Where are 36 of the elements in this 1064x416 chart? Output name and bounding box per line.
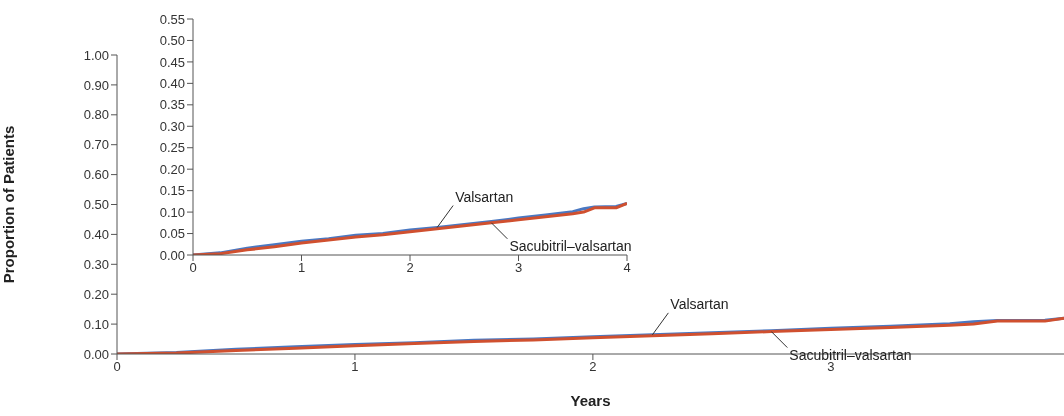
y-tick-label: 0.40 xyxy=(159,75,185,91)
y-axis-title: Proportion of Patients xyxy=(0,125,17,284)
y-tick-label: 0.70 xyxy=(83,137,109,153)
y-tick-label: 0.55 xyxy=(159,11,185,27)
y-tick-label: 0.30 xyxy=(159,118,185,134)
y-tick-label: 0.60 xyxy=(83,167,109,183)
y-tick-label: 0.45 xyxy=(159,54,185,70)
x-axis-title: Years xyxy=(570,392,611,409)
x-tick-label: 2 xyxy=(406,260,414,276)
y-tick-label: 1.00 xyxy=(83,47,109,63)
y-tick-label: 0.00 xyxy=(83,346,109,362)
y-tick-label: 0.20 xyxy=(159,161,185,177)
series-label: Sacubitril–valsartan xyxy=(509,237,632,254)
series-label: Valsartan xyxy=(455,188,514,205)
y-tick-label: 0.90 xyxy=(83,77,109,93)
y-tick-label: 0.30 xyxy=(83,256,109,272)
y-tick-label: 0.25 xyxy=(159,140,185,156)
y-tick-label: 0.00 xyxy=(159,247,185,263)
y-tick-label: 0.50 xyxy=(159,33,185,49)
y-tick-label: 0.40 xyxy=(83,227,109,243)
x-tick-label: 2 xyxy=(589,359,597,375)
x-tick-label: 0 xyxy=(189,260,197,276)
x-tick-label: 1 xyxy=(351,359,359,375)
y-tick-label: 0.50 xyxy=(83,197,109,213)
x-tick-label: 4 xyxy=(623,260,631,276)
y-tick-label: 0.15 xyxy=(159,183,185,199)
y-tick-label: 0.35 xyxy=(159,97,185,113)
y-tick-label: 0.80 xyxy=(83,107,109,123)
y-tick-label: 0.20 xyxy=(83,286,109,302)
y-tick-label: 0.05 xyxy=(159,226,185,242)
series-label: Valsartan xyxy=(670,295,729,312)
x-tick-label: 1 xyxy=(297,260,306,276)
y-tick-label: 0.10 xyxy=(83,316,109,332)
y-tick-label: 0.10 xyxy=(159,204,185,220)
x-tick-label: 0 xyxy=(113,359,121,375)
x-tick-label: 3 xyxy=(514,260,523,276)
